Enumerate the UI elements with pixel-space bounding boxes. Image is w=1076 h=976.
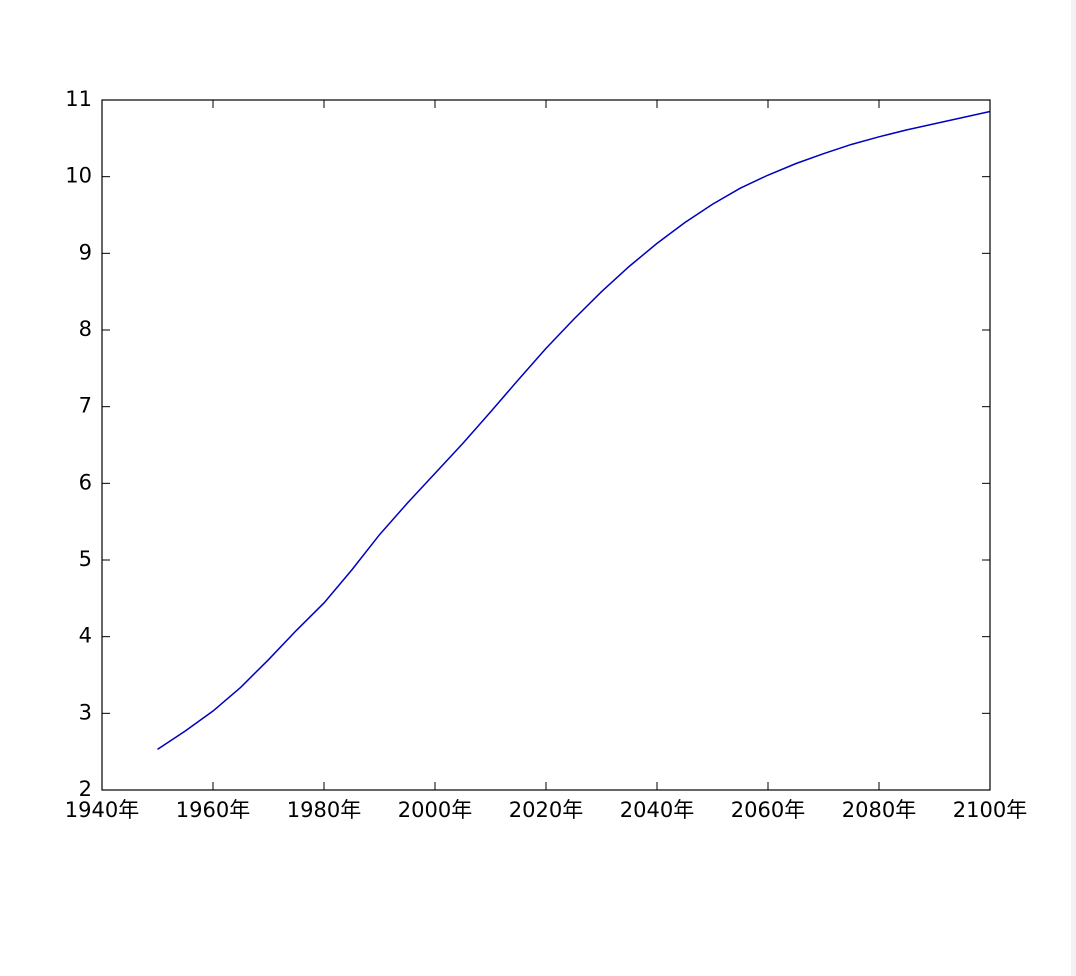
- y-tick-label: 7: [79, 394, 92, 418]
- y-tick-label: 3: [79, 700, 92, 724]
- x-tick-label: 2020年: [509, 798, 583, 822]
- y-tick-label: 9: [79, 240, 92, 264]
- x-tick-label: 2040年: [620, 798, 694, 822]
- y-tick-label: 10: [65, 164, 92, 188]
- y-tick-label: 11: [65, 87, 92, 111]
- x-tick-label: 2060年: [731, 798, 805, 822]
- x-tick-label: 1960年: [176, 798, 250, 822]
- y-tick-label: 6: [79, 470, 92, 494]
- y-tick-label: 5: [79, 547, 92, 571]
- plot-frame: [101, 99, 991, 791]
- x-tick-label: 1980年: [287, 798, 361, 822]
- edge-strip: [1071, 0, 1076, 976]
- x-tick-label: 1940年: [65, 798, 139, 822]
- x-tick-label: 2000年: [398, 798, 472, 822]
- x-tick-label: 2080年: [842, 798, 916, 822]
- y-tick-label: 4: [79, 624, 92, 648]
- y-tick-label: 8: [79, 317, 92, 341]
- y-tick-label: 2: [79, 777, 92, 801]
- line: [157, 110, 991, 750]
- x-tick-label: 2100年: [953, 798, 1027, 822]
